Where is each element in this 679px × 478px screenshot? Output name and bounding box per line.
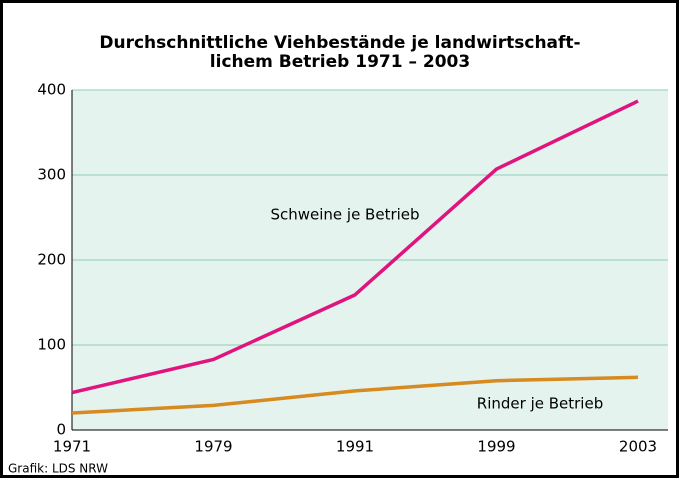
y-tick-label: 100 (37, 336, 66, 354)
series-line (71, 375, 639, 415)
series-line (71, 99, 639, 395)
chart-title: lichem Betrieb 1971 – 2003 (210, 52, 470, 72)
x-tick-label: 2003 (619, 438, 657, 456)
chart-title: Durchschnittliche Viehbestände je landwi… (99, 33, 580, 53)
y-tick-label: 300 (37, 166, 66, 184)
x-tick-label: 1971 (53, 438, 91, 456)
x-tick-label: 1999 (477, 438, 515, 456)
series-label: Rinder je Betrieb (477, 395, 603, 413)
x-tick-label: 1979 (194, 438, 232, 456)
y-tick-label: 200 (37, 251, 66, 269)
y-tick-label: 0 (56, 421, 66, 439)
x-tick-label: 1991 (336, 438, 374, 456)
source: Grafik: LDS NRW (8, 462, 108, 476)
y-tick-label: 400 (37, 81, 66, 99)
series-label: Schweine je Betrieb (270, 206, 419, 224)
